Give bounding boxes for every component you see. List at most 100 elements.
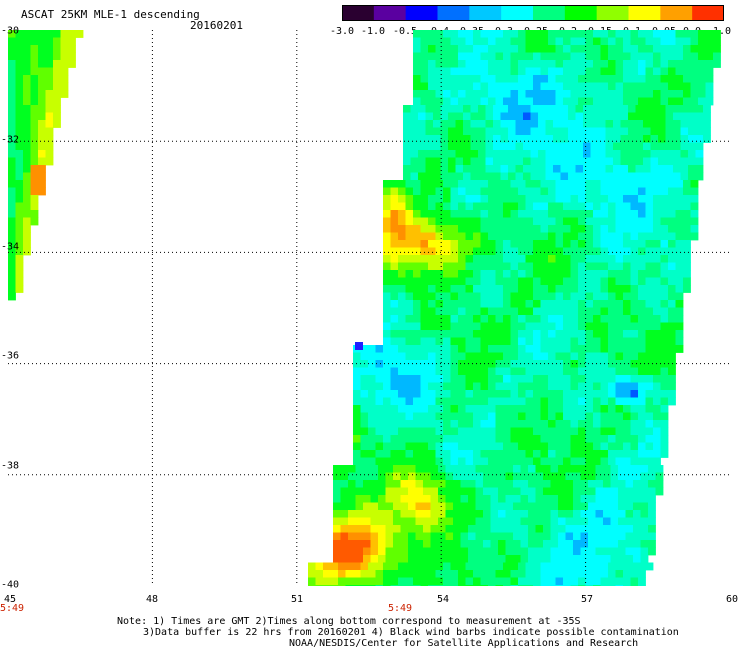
wind-field-cell <box>420 292 429 301</box>
wind-field-cell <box>488 375 496 383</box>
wind-field-cell <box>510 202 519 211</box>
wind-field-cell <box>585 352 594 361</box>
wind-field-cell <box>450 247 459 256</box>
wind-field-cell <box>415 465 424 473</box>
wind-field-cell <box>503 37 511 46</box>
wind-field-cell <box>630 442 639 451</box>
wind-field-cell <box>510 360 519 368</box>
wind-field-cell <box>595 472 604 481</box>
wind-field-cell <box>435 412 444 421</box>
wind-field-cell <box>468 495 476 503</box>
wind-field-cell <box>38 135 46 143</box>
wind-field-cell <box>633 502 641 511</box>
wind-field-cell <box>675 277 684 286</box>
wind-field-cell <box>428 217 436 226</box>
wind-field-cell <box>653 300 661 308</box>
wind-field-cell <box>595 532 604 541</box>
wind-field-cell <box>543 480 551 488</box>
wind-field-cell <box>505 517 514 526</box>
wind-field-cell <box>630 420 639 428</box>
wind-field-cell <box>548 405 556 413</box>
wind-field-cell <box>660 37 669 46</box>
wind-field-cell <box>610 525 619 533</box>
wind-field-cell <box>675 337 684 346</box>
wind-field-cell <box>555 97 564 106</box>
wind-field-cell <box>360 450 369 458</box>
wind-field-cell <box>475 532 484 541</box>
wind-field-cell <box>513 495 521 503</box>
wind-field-cell <box>400 465 409 473</box>
wind-field-cell <box>653 82 661 91</box>
wind-field-cell <box>598 165 606 173</box>
wind-field-cell <box>675 82 684 91</box>
wind-field-cell <box>38 97 46 106</box>
wind-field-cell <box>370 480 379 488</box>
wind-field-cell <box>548 45 556 53</box>
wind-field-cell <box>348 510 356 518</box>
wind-field-cell <box>695 150 704 158</box>
wind-field-cell <box>465 427 474 436</box>
wind-field-cell <box>630 270 639 278</box>
wind-field-cell <box>615 382 624 391</box>
wind-field-cell <box>390 345 399 353</box>
wind-field-cell <box>525 75 534 83</box>
wind-field-cell <box>658 127 666 136</box>
wind-field-cell <box>473 90 481 98</box>
wind-field-cell <box>618 540 626 548</box>
wind-field-cell <box>38 157 46 166</box>
wind-field-cell <box>705 82 714 91</box>
wind-field-cell <box>540 292 549 301</box>
wind-field-cell <box>450 255 459 263</box>
wind-field-cell <box>405 180 414 188</box>
wind-field-cell <box>628 135 636 143</box>
wind-field-cell <box>453 555 461 563</box>
wind-field-cell <box>638 562 646 571</box>
wind-field-cell <box>495 277 504 286</box>
wind-field-cell <box>425 142 434 151</box>
wind-field-cell <box>518 367 526 376</box>
wind-field-cell <box>483 510 491 518</box>
wind-field-cell <box>8 217 16 226</box>
wind-field-cell <box>593 210 601 218</box>
wind-field-cell <box>423 525 431 533</box>
wind-field-cell <box>428 570 436 578</box>
colorbar-border <box>342 5 724 21</box>
wind-field-cell <box>600 255 609 263</box>
wind-field-cell <box>523 105 531 113</box>
wind-field-cell <box>495 405 504 413</box>
wind-field-cell <box>463 142 471 151</box>
wind-field-cell <box>615 315 624 323</box>
wind-field-cell <box>455 127 464 136</box>
colorbar-label: -1.0 <box>360 26 386 37</box>
wind-field-cell <box>593 375 601 383</box>
wind-field-cell <box>340 540 349 548</box>
wind-field-cell <box>623 180 631 188</box>
wind-field-cell <box>580 517 589 526</box>
wind-field-cell <box>645 97 654 106</box>
wind-field-cell <box>390 300 399 308</box>
wind-field-cell <box>465 450 474 458</box>
wind-field-cell <box>595 502 604 511</box>
wind-field-cell <box>555 382 564 391</box>
wind-field-cell <box>603 525 611 533</box>
wind-field-cell <box>495 412 504 421</box>
wind-field-cell <box>398 420 406 428</box>
wind-field-cell <box>578 570 586 578</box>
wind-field-cell <box>418 142 426 151</box>
wind-field-cell <box>503 577 511 586</box>
wind-field-cell <box>450 352 459 361</box>
wind-field-cell <box>675 187 684 196</box>
wind-field-cell <box>525 232 534 241</box>
wind-field-cell <box>23 165 31 173</box>
wind-field-cell <box>580 532 589 541</box>
wind-field-cell <box>23 37 31 46</box>
wind-field-cell <box>645 307 654 316</box>
wind-field-cell <box>543 525 551 533</box>
wind-field-cell <box>645 382 654 391</box>
wind-field-cell <box>30 112 39 121</box>
wind-field-cell <box>635 112 644 121</box>
wind-field-cell <box>688 172 696 181</box>
wind-field-cell <box>588 547 596 556</box>
wind-field-cell <box>653 255 661 263</box>
wind-field-cell <box>450 442 459 451</box>
